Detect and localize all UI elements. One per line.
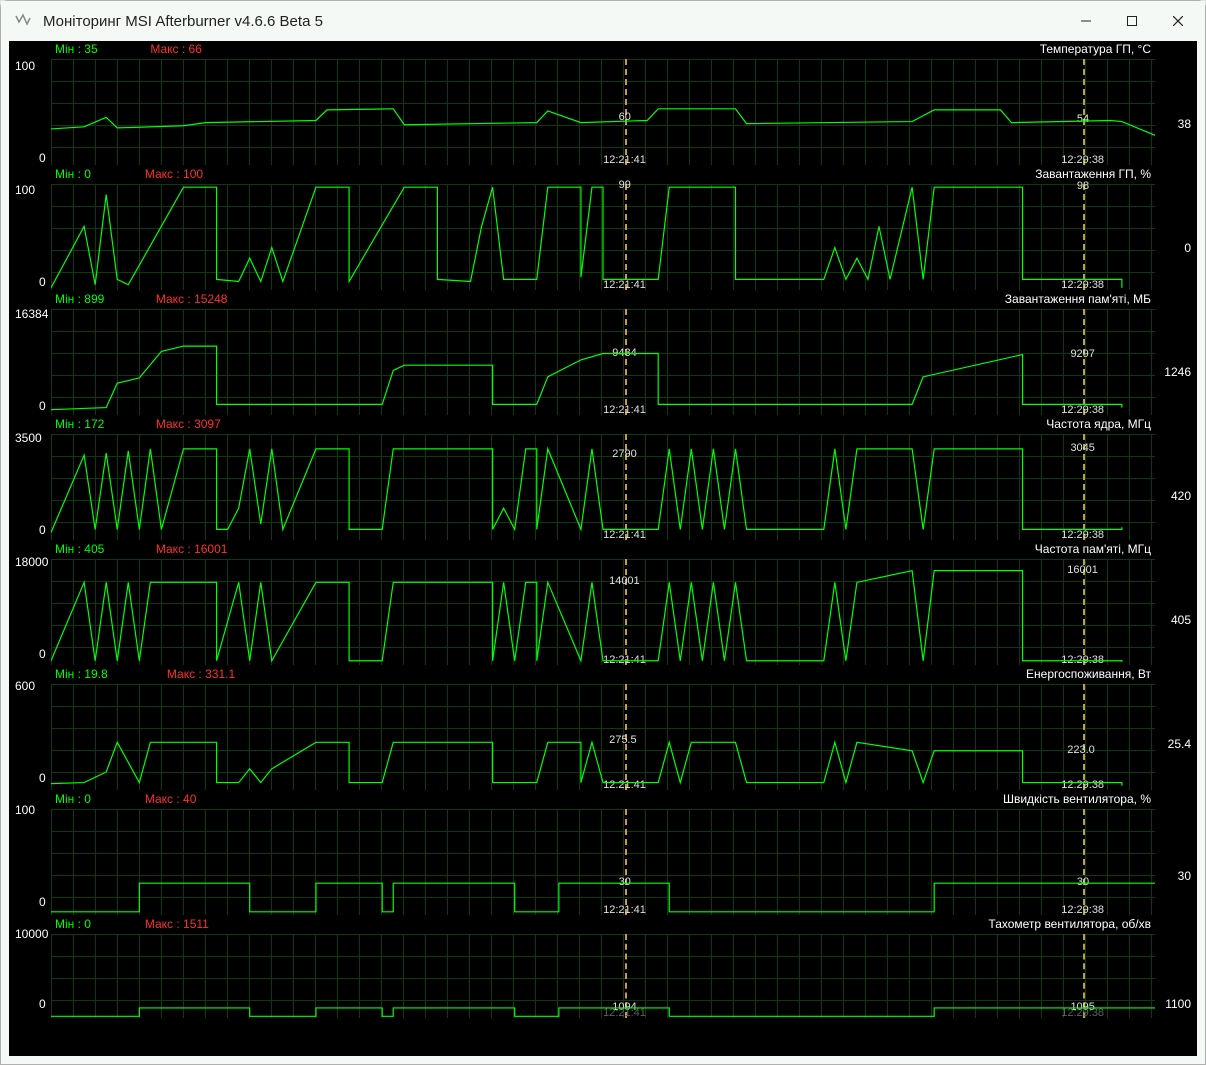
- chart-title: Енергоспоживання, Вт: [1026, 667, 1151, 681]
- chart-fan-tach: Мін : 0 Макс : 1511 Тахометр вентилятора, …: [51, 916, 1155, 1019]
- chart-line: [51, 59, 1155, 165]
- max-label: Макс : 331.1: [167, 667, 235, 681]
- min-label: Мін : 172: [55, 417, 104, 431]
- y-axis-top: 100: [15, 59, 35, 73]
- minimize-button[interactable]: [1063, 6, 1109, 36]
- chart-line: [51, 309, 1155, 415]
- min-label: Мін : 0: [55, 167, 91, 181]
- max-label: Макс : 40: [145, 792, 197, 806]
- min-label: Мін : 405: [55, 542, 104, 556]
- chart-header: Мін : 0 Макс : 100 Завантаження ГП, %: [51, 166, 1155, 184]
- chart-header: Мін : 0 Макс : 1511 Тахометр вентилятора, …: [51, 916, 1155, 934]
- chart-core-clock: Мін : 172 Макс : 3097 Частота ядра, МГц 279…: [51, 416, 1155, 541]
- min-label: Мін : 19.8: [55, 667, 108, 681]
- chart-line: [51, 809, 1155, 915]
- y-axis-top: 600: [15, 679, 35, 693]
- chart-line: [51, 684, 1155, 790]
- min-label: Мін : 0: [55, 917, 91, 931]
- app-icon: [13, 11, 33, 31]
- current-value: 0: [1184, 241, 1191, 255]
- chart-header: Мін : 19.8 Макс : 331.1 Енергоспоживання, …: [51, 666, 1155, 684]
- monitoring-content[interactable]: Мін : 35 Макс : 66 Температура ГП, °C 6012:…: [9, 41, 1197, 1056]
- current-value: 1246: [1164, 365, 1191, 379]
- chart-body[interactable]: 9912:21:419812:29:38: [51, 184, 1155, 290]
- chart-title: Частота пам'яті, МГц: [1035, 542, 1151, 556]
- current-value: 420: [1171, 489, 1191, 503]
- max-label: Макс : 66: [150, 42, 202, 56]
- chart-gpu-load: Мін : 0 Макс : 100 Завантаження ГП, % 9912:…: [51, 166, 1155, 291]
- window-controls: [1063, 6, 1201, 36]
- y-axis-bottom: 0: [39, 275, 46, 289]
- max-label: Макс : 15248: [156, 292, 228, 306]
- y-axis-bottom: 0: [39, 151, 46, 165]
- chart-title: Завантаження ГП, %: [1035, 167, 1151, 181]
- max-label: Макс : 3097: [156, 417, 221, 431]
- chart-body[interactable]: 943412:21:41929712:29:38: [51, 309, 1155, 415]
- y-axis-bottom: 0: [39, 771, 46, 785]
- chart-mem-clock: Мін : 405 Макс : 16001 Частота пам'яті, МГ…: [51, 541, 1155, 666]
- chart-header: Мін : 172 Макс : 3097 Частота ядра, МГц: [51, 416, 1155, 434]
- maximize-button[interactable]: [1109, 6, 1155, 36]
- chart-body[interactable]: 3012:21:413012:29:38: [51, 809, 1155, 915]
- max-label: Макс : 16001: [156, 542, 228, 556]
- min-label: Мін : 899: [55, 292, 104, 306]
- chart-body[interactable]: 109412:21:41109512:29:38: [51, 934, 1155, 1018]
- chart-title: Тахометр вентилятора, об/хв: [988, 917, 1151, 931]
- min-label: Мін : 0: [55, 792, 91, 806]
- y-axis-bottom: 0: [39, 895, 46, 909]
- chart-gpu-temp: Мін : 35 Макс : 66 Температура ГП, °C 6012:…: [51, 41, 1155, 166]
- y-axis-bottom: 0: [39, 399, 46, 413]
- chart-power: Мін : 19.8 Макс : 331.1 Енергоспоживання, …: [51, 666, 1155, 791]
- chart-body[interactable]: 6012:21:415412:29:38: [51, 59, 1155, 165]
- y-axis-bottom: 0: [39, 523, 46, 537]
- chart-line: [51, 434, 1155, 540]
- chart-body[interactable]: 1400112:21:411600112:29:38: [51, 559, 1155, 665]
- chart-title: Частота ядра, МГц: [1046, 417, 1151, 431]
- current-value: 405: [1171, 613, 1191, 627]
- chart-fan-speed: Мін : 0 Макс : 40 Швидкість вентилятора, %…: [51, 791, 1155, 916]
- y-axis-top: 18000: [15, 555, 48, 569]
- chart-header: Мін : 405 Макс : 16001 Частота пам'яті, МГ…: [51, 541, 1155, 559]
- window-title: Моніторинг MSI Afterburner v4.6.6 Beta 5: [43, 13, 1063, 30]
- chart-mem-usage: Мін : 899 Макс : 15248 Завантаження пам'ят…: [51, 291, 1155, 416]
- chart-header: Мін : 0 Макс : 40 Швидкість вентилятора, %: [51, 791, 1155, 809]
- titlebar[interactable]: Моніторинг MSI Afterburner v4.6.6 Beta 5: [1, 1, 1205, 41]
- chart-header: Мін : 899 Макс : 15248 Завантаження пам'ят…: [51, 291, 1155, 309]
- max-label: Макс : 100: [145, 167, 203, 181]
- min-label: Мін : 35: [55, 42, 98, 56]
- current-value: 25.4: [1168, 737, 1191, 751]
- y-axis-bottom: 0: [39, 997, 46, 1011]
- y-axis-top: 3500: [15, 431, 42, 445]
- close-button[interactable]: [1155, 6, 1201, 36]
- y-axis-top: 16384: [15, 307, 48, 321]
- y-axis-bottom: 0: [39, 647, 46, 661]
- current-value: 30: [1178, 869, 1191, 883]
- chart-line: [51, 559, 1155, 665]
- chart-title: Температура ГП, °C: [1040, 42, 1151, 56]
- max-label: Макс : 1511: [145, 917, 209, 931]
- y-axis-top: 100: [15, 803, 35, 817]
- current-value: 1100: [1165, 997, 1191, 1011]
- chart-header: Мін : 35 Макс : 66 Температура ГП, °C: [51, 41, 1155, 59]
- y-axis-top: 10000: [15, 927, 48, 941]
- current-value: 38: [1178, 117, 1191, 131]
- y-axis-top: 100: [15, 183, 35, 197]
- chart-body[interactable]: 279012:21:41304512:29:38: [51, 434, 1155, 540]
- chart-line: [51, 934, 1155, 1018]
- chart-title: Швидкість вентилятора, %: [1003, 792, 1151, 806]
- chart-title: Завантаження пам'яті, МБ: [1005, 292, 1151, 306]
- chart-line: [51, 184, 1155, 290]
- chart-area: Мін : 35 Макс : 66 Температура ГП, °C 6012:…: [51, 41, 1155, 1056]
- chart-body[interactable]: 275.512:21:41223.012:29:38: [51, 684, 1155, 790]
- app-window: Моніторинг MSI Afterburner v4.6.6 Beta 5…: [0, 0, 1206, 1065]
